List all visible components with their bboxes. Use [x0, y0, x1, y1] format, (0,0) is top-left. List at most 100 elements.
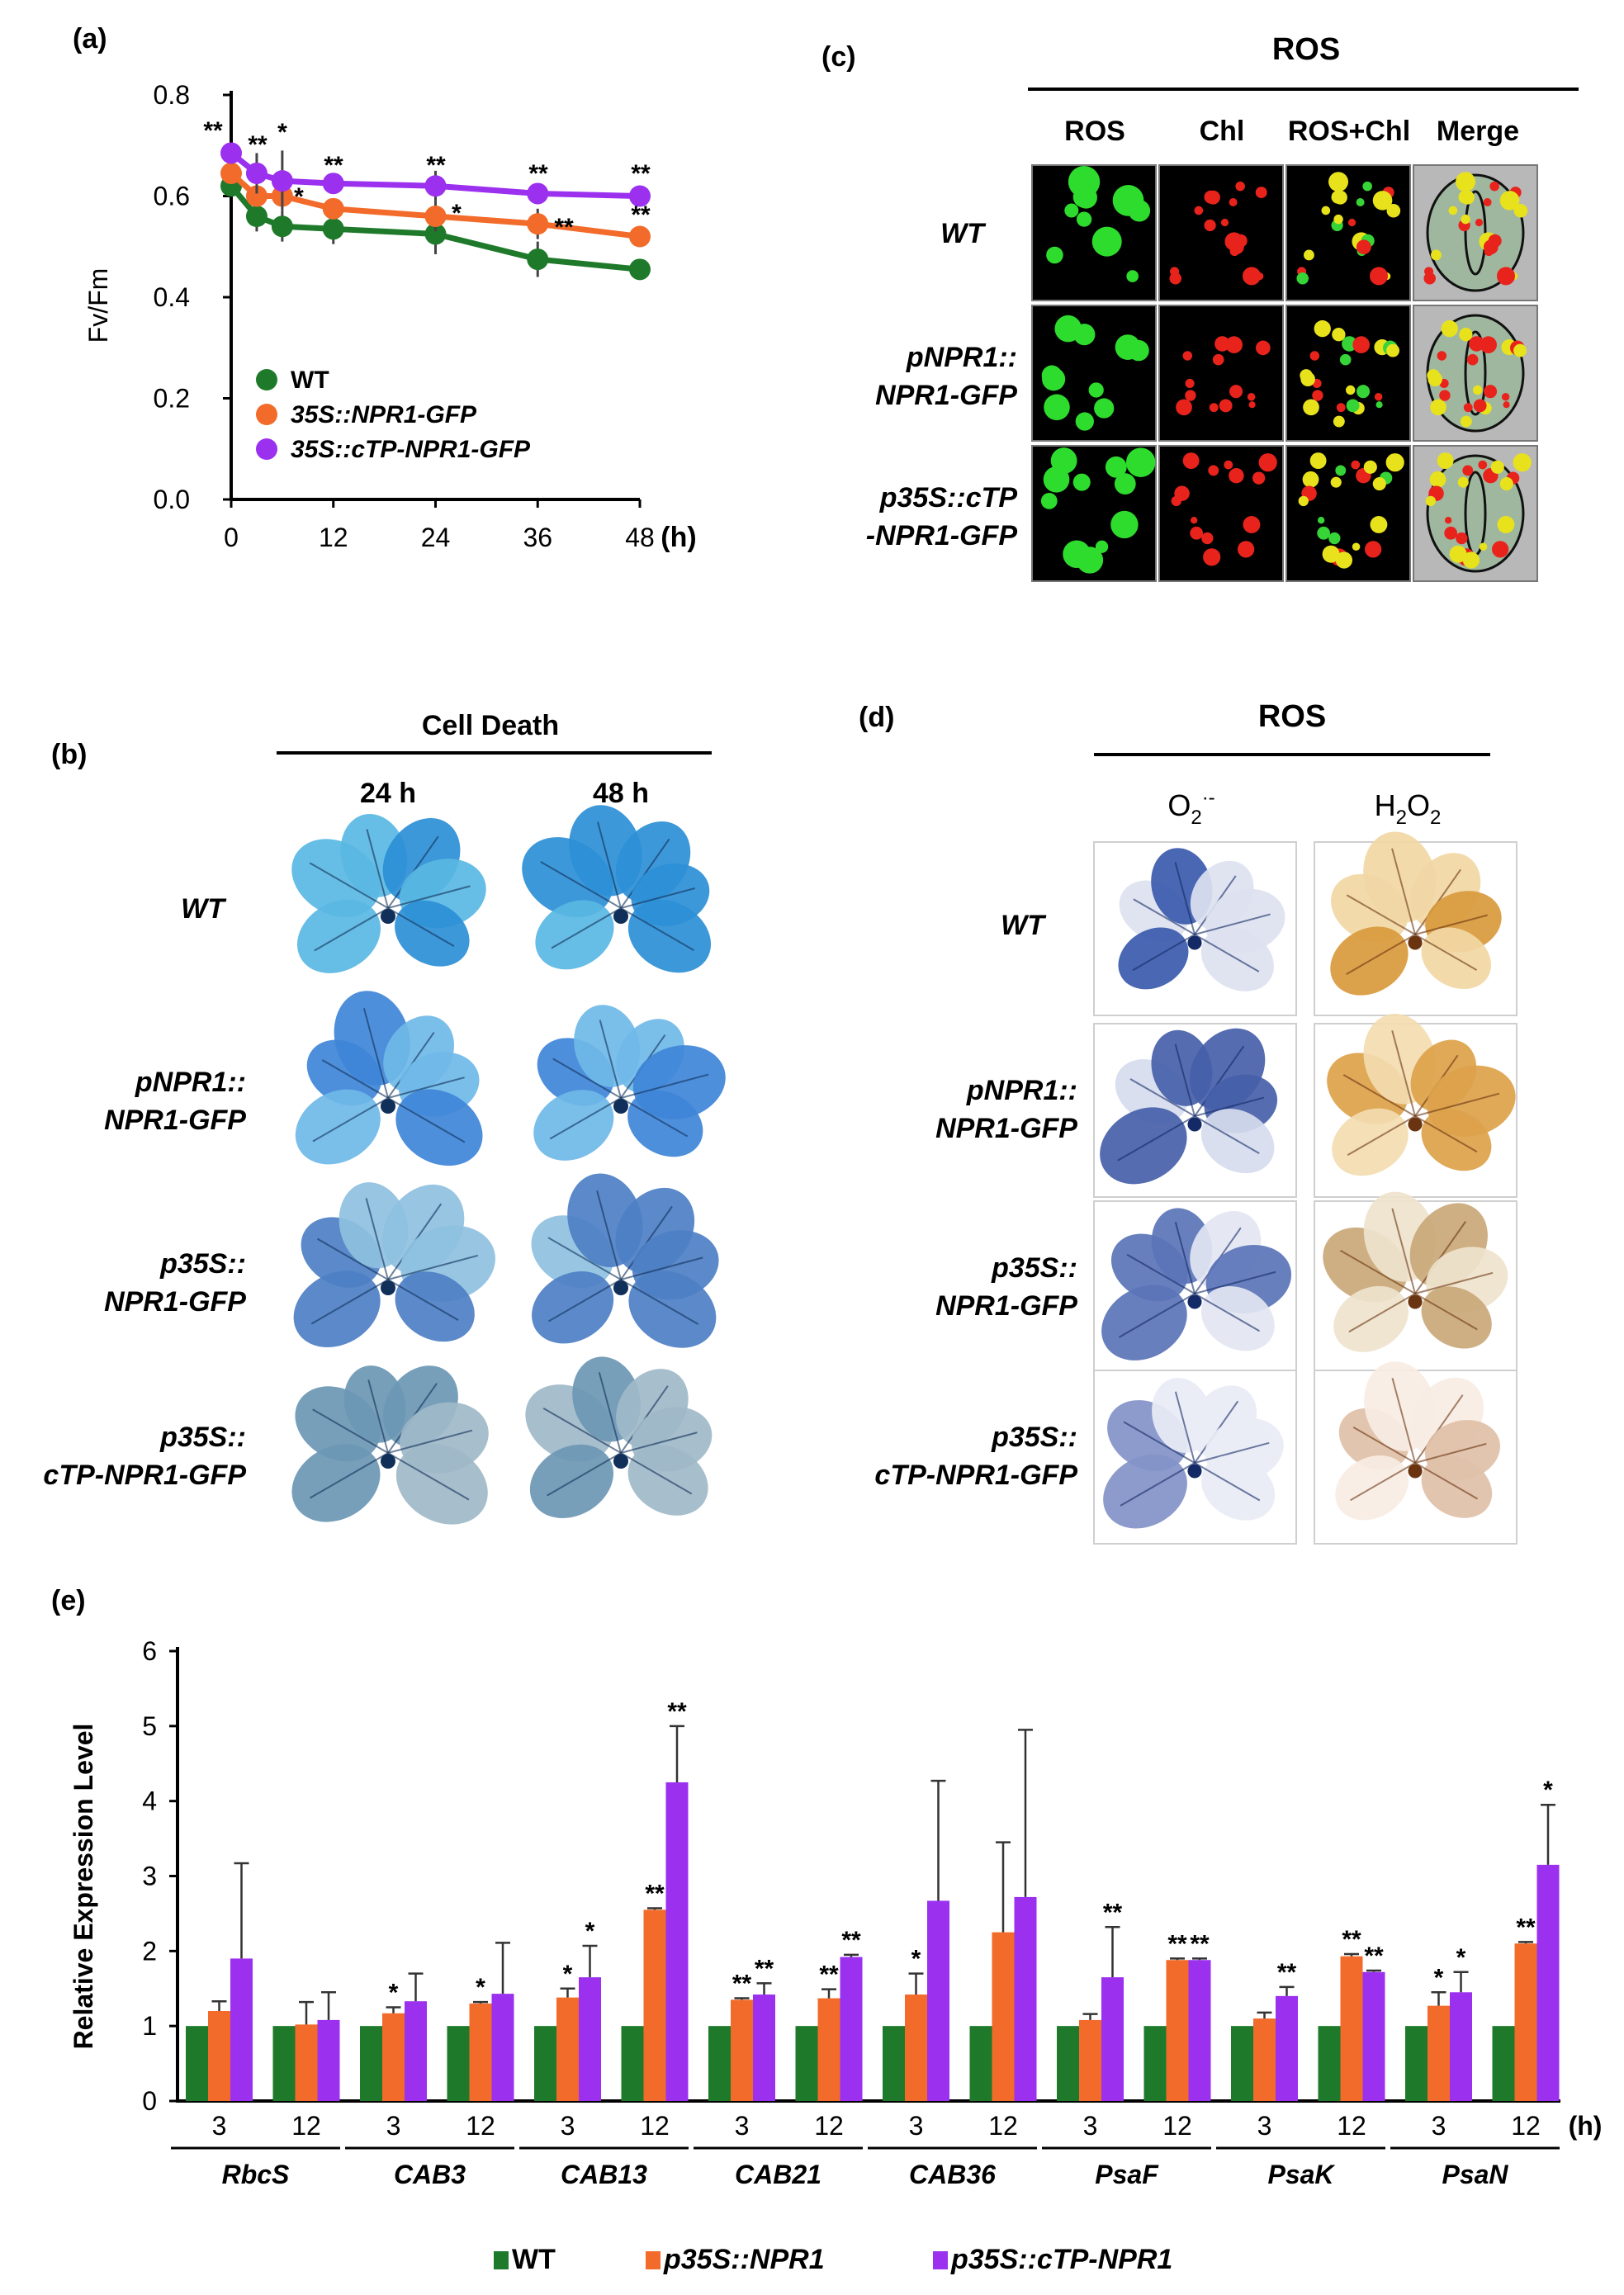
- panel-e-bar: [1492, 2026, 1515, 2101]
- panel-c-fluorescent-spot: [1437, 452, 1454, 469]
- rosette-center: [1408, 1294, 1423, 1309]
- panel-c-fluorescent-spot: [1300, 371, 1315, 387]
- panel-e-bar: [295, 2024, 318, 2101]
- panel-e-timepoint-label: 3: [735, 2111, 750, 2141]
- panel-c-fluorescent-spot: [1190, 517, 1198, 524]
- panel-e-bar: [1450, 1992, 1472, 2101]
- panel-a-annotation: **: [426, 152, 446, 179]
- leaf-vein: [387, 1279, 459, 1321]
- leaf-vein: [540, 861, 622, 909]
- panel-c-fluorescent-spot: [1224, 460, 1233, 470]
- panel-c-fluorescent-spot: [1068, 166, 1101, 198]
- panel-d-label: (d): [859, 702, 894, 733]
- panel-c-fluorescent-spot: [1330, 476, 1342, 488]
- panel-a-annotation: **: [631, 201, 651, 229]
- panel-c-fluorescent-spot: [1439, 390, 1451, 401]
- panel-a-point: [220, 142, 242, 164]
- panel-e-bar: [1079, 2019, 1101, 2101]
- panel-e-significance: **: [1167, 1930, 1187, 1957]
- panel-c-fluorescent-spot: [1042, 367, 1066, 391]
- panel-e-bar: [186, 2026, 208, 2101]
- panel-c-fluorescent-spot: [1333, 190, 1347, 205]
- panel-e-bar: [556, 1997, 579, 2101]
- panel-b-row-label: p35S::: [159, 1422, 246, 1453]
- leaf-vein: [367, 1379, 389, 1454]
- panel-c-fluorescent-spot: [1386, 203, 1401, 218]
- leaf-vein: [1174, 1221, 1196, 1294]
- panel-e-bar-group: ****: [621, 1698, 689, 2101]
- panel-a-point: [271, 215, 293, 238]
- leaf-vein: [547, 1237, 622, 1280]
- leaf-vein: [1120, 1462, 1196, 1507]
- leaf-vein: [1194, 1462, 1261, 1502]
- panel-e-bar: [708, 2026, 731, 2101]
- panel-c-fluorescent-spot: [1372, 191, 1393, 211]
- leaf-vein: [549, 1097, 622, 1140]
- panel-e-bar: [1536, 1864, 1560, 2101]
- panel-a-point: [629, 225, 651, 248]
- panel-a-legend-marker: [256, 438, 277, 460]
- panel-c-row-label: p35S::cTP: [879, 482, 1018, 513]
- panel-a-x-unit: (h): [660, 522, 696, 553]
- leaf-vein: [1414, 1293, 1478, 1331]
- panel-e-legend-item: p35S::cTP-NPR1: [933, 2244, 1172, 2275]
- panel-c-fluorescent-spot: [1328, 172, 1349, 192]
- panel-c-row-label: NPR1-GFP: [875, 380, 1017, 411]
- panel-a-point: [527, 182, 549, 205]
- leaf-vein: [542, 1407, 622, 1454]
- panel-a-y-tick-label: 0.6: [154, 182, 190, 211]
- panel-a-annotation: *: [277, 119, 287, 146]
- panel-c-fluorescent-spot: [1356, 198, 1365, 206]
- panel-c-fluorescent-spot: [1209, 403, 1219, 413]
- leaf-vein: [1414, 914, 1488, 935]
- panel-c-row-label: pNPR1::: [906, 342, 1017, 373]
- panel-a-point: [245, 185, 268, 207]
- panel-d-row-label: cTP-NPR1-GFP: [874, 1460, 1077, 1491]
- panel-e-bar: [579, 1977, 601, 2101]
- panel-a-annotation: **: [554, 214, 574, 241]
- leaf-vein: [1352, 1426, 1416, 1464]
- panel-a-series: [220, 175, 651, 281]
- panel-c-fluorescent-spot: [1091, 226, 1122, 257]
- leaf-vein: [365, 1198, 389, 1280]
- panel-e-timepoint-label: 12: [1511, 2111, 1541, 2141]
- panel-b-column-label: 24 h: [360, 778, 416, 809]
- leaf-vein: [620, 1073, 709, 1099]
- panel-c-fluorescent-spot: [1362, 181, 1372, 192]
- panel-e-timepoint-label: 12: [291, 2111, 321, 2141]
- panel-c-fluorescent-spot: [1333, 214, 1343, 225]
- panel-c-fluorescent-spot: [1499, 191, 1520, 211]
- panel-e-bar: [469, 2003, 492, 2101]
- panel-c-fluorescent-spot: [1044, 394, 1070, 421]
- panel-e-significance: **: [645, 1881, 665, 1908]
- leaf-vein: [362, 1008, 389, 1099]
- panel-c-fluorescent-spot: [1317, 517, 1325, 524]
- leaf-vein: [596, 1190, 622, 1280]
- panel-c-fluorescent-spot: [1457, 476, 1469, 488]
- panel-e-significance: *: [389, 1979, 399, 2006]
- panel-d-h2o2-stain-image: [1335, 1361, 1500, 1521]
- panel-e-significance: **: [1516, 1914, 1536, 1941]
- panel-e-legend-label: p35S::cTP-NPR1: [950, 2244, 1172, 2275]
- panel-e-bar: [272, 2026, 296, 2101]
- panel-e-bar: [1428, 2005, 1450, 2101]
- panel-d-column-h2o2: H2O2: [1375, 788, 1442, 829]
- leaf-vein: [387, 1077, 465, 1099]
- panel-b-row-label: WT: [181, 893, 227, 925]
- panel-a-series: [220, 142, 651, 211]
- panel-c-stomatal-pore: [1464, 330, 1487, 416]
- leaf-vein: [1346, 934, 1416, 975]
- panel-e-timepoint-label: 3: [561, 2111, 575, 2141]
- panel-c-column-label: Chl: [1200, 116, 1245, 147]
- leaf-vein: [1350, 1462, 1416, 1502]
- panel-e-bar-group: ****: [1318, 1926, 1385, 2101]
- panel-e-bar: [927, 1900, 949, 2101]
- panel-e-timepoint-label: 12: [1337, 2111, 1366, 2141]
- leaf-vein: [1414, 1092, 1500, 1117]
- panel-c-fluorescent-spot: [1242, 267, 1262, 286]
- panel-c-fluorescent-spot: [1064, 203, 1079, 218]
- rosette-center: [1408, 1464, 1423, 1479]
- leaf-vein: [1414, 1271, 1494, 1294]
- panel-c-fluorescent-spot: [1322, 545, 1340, 563]
- leaf-vein: [321, 1059, 389, 1099]
